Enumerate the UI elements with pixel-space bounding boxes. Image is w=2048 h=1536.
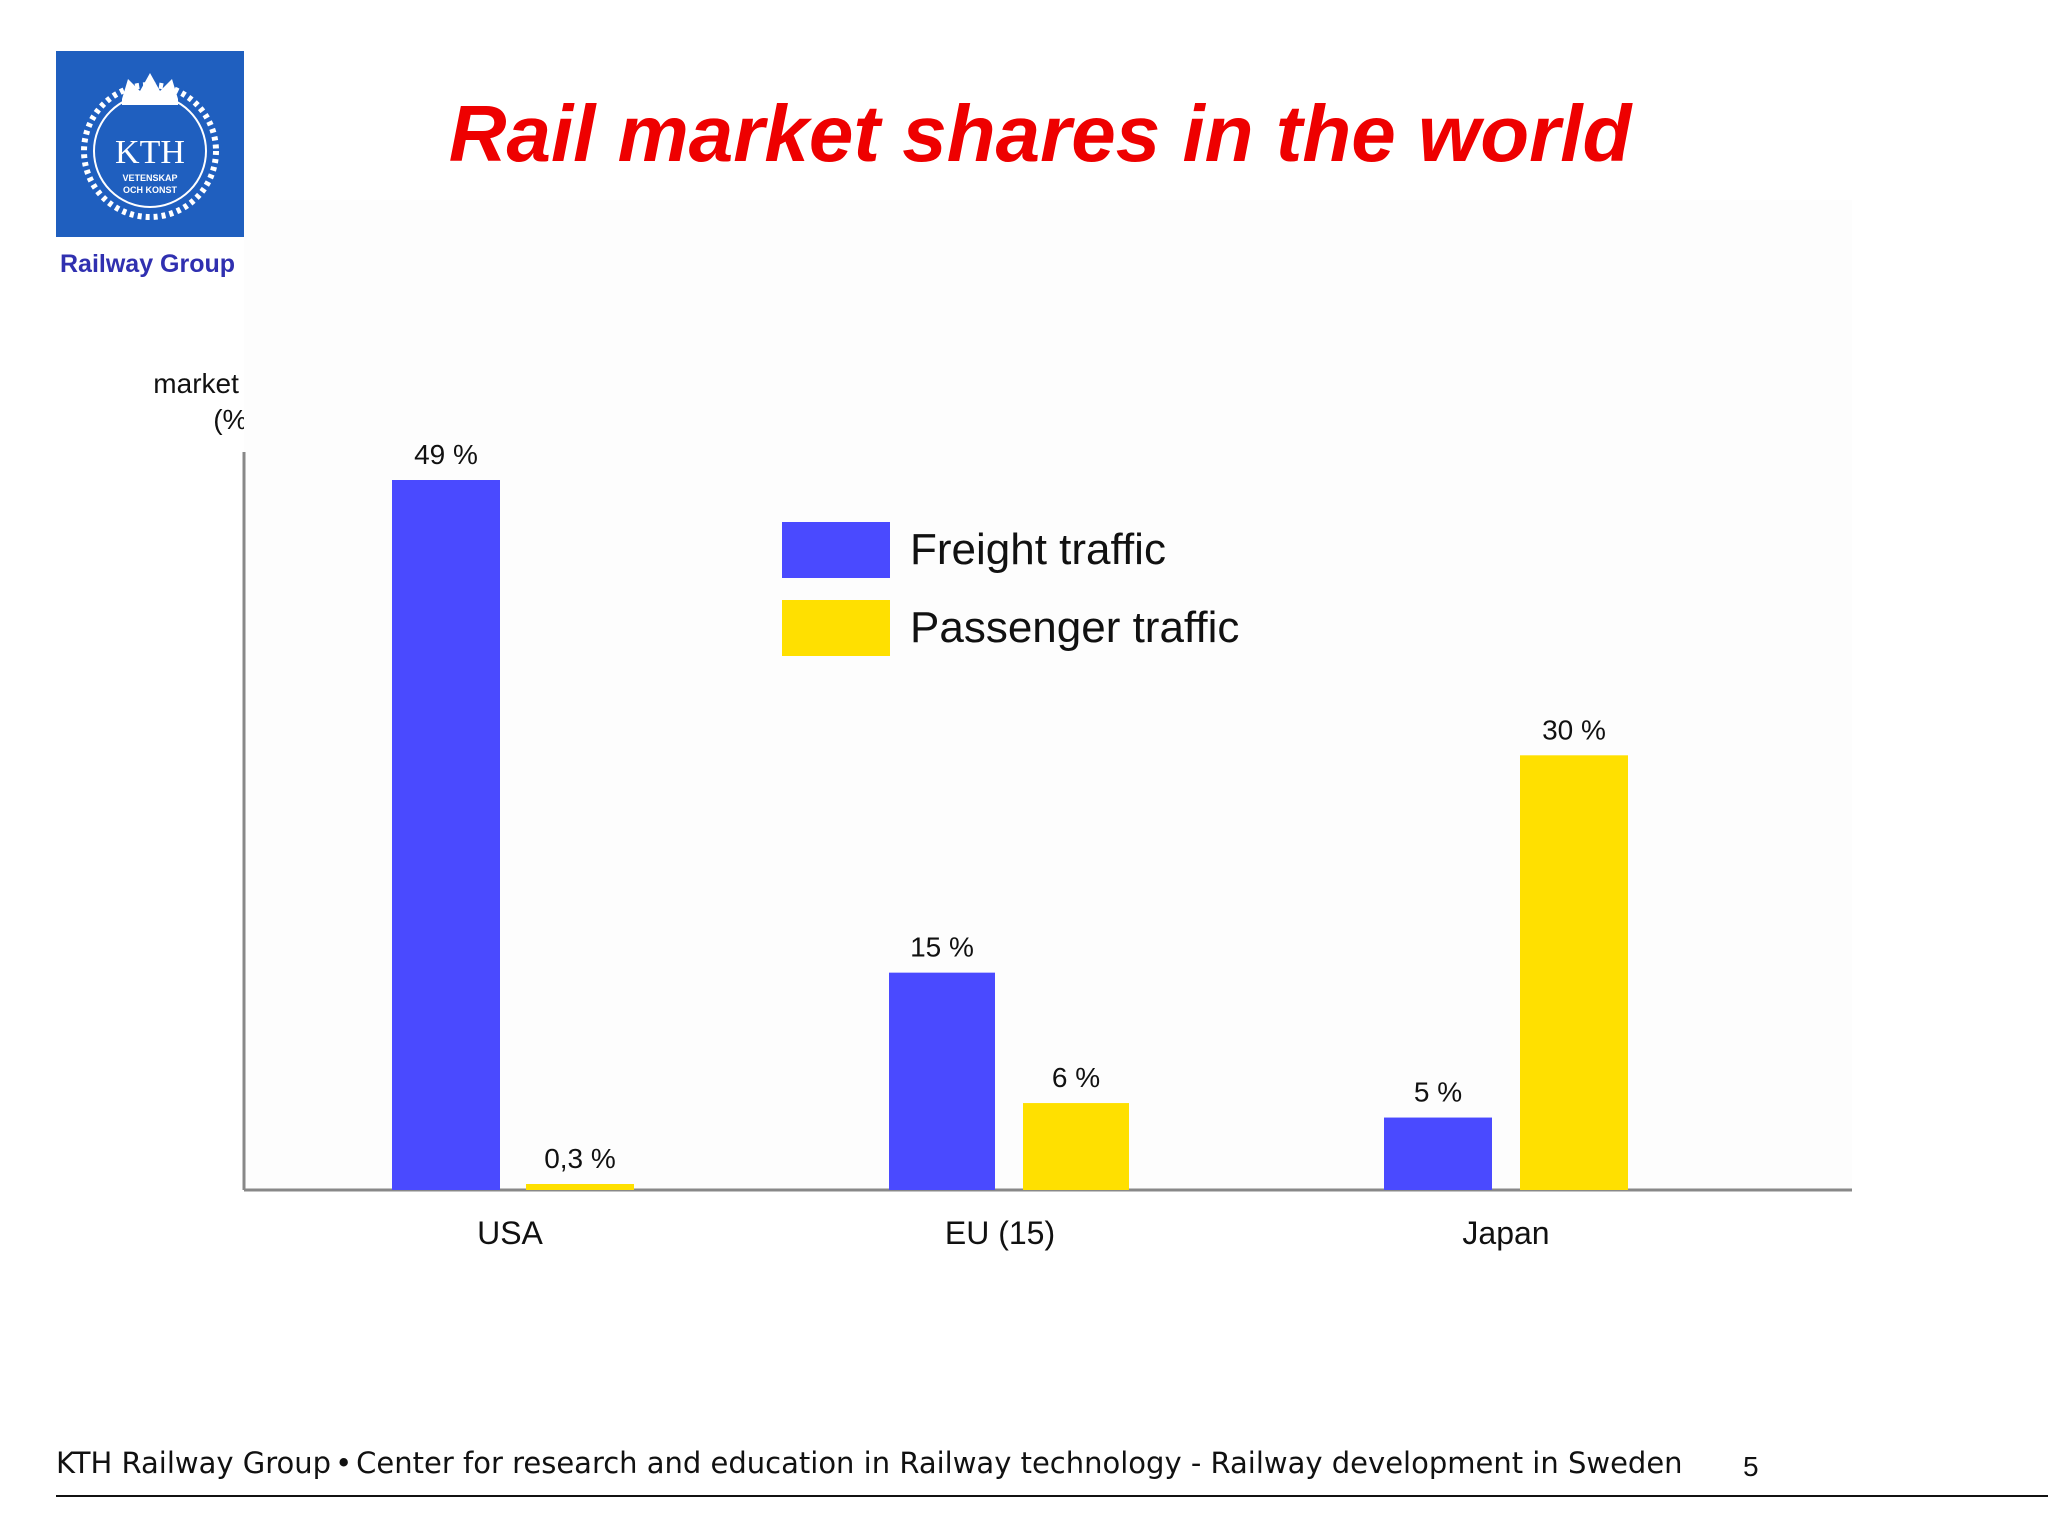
data-label-freight-traffic-usa: 49 % [414,439,478,470]
group-name: Railway Group [60,250,236,278]
x-tick-label-usa: USA [477,1215,543,1251]
logo-text: KTH [115,134,185,171]
logo-subtext-1: VETENSKAP [122,173,177,183]
bar-freight-traffic-eu-15- [889,972,995,1190]
kth-logo: KTH VETENSKAP OCH KONST [56,51,244,237]
page-number: 5 [1743,1451,1759,1482]
footer-text: KTH Railway Group • Center for research an… [56,1446,1683,1480]
footer-separator: • [335,1446,353,1480]
bar-chart: USA 49 % 0,3 % EU (15) 15 % 6 % Japan 5 % 30 % Fr… [242,439,1852,1251]
bar-passenger-traffic-eu-15- [1023,1103,1129,1190]
bar-freight-traffic-japan [1384,1117,1492,1190]
bar-passenger-traffic-japan [1520,755,1628,1190]
x-tick-label-japan: Japan [1462,1215,1549,1251]
page-title: Rail market shares in the world [448,89,1632,178]
data-label-passenger-traffic-eu-15-: 6 % [1052,1062,1100,1093]
data-label-freight-traffic-japan: 5 % [1414,1077,1462,1108]
legend-swatch-freight-traffic [782,522,890,578]
bar-passenger-traffic-usa [526,1184,634,1190]
legend-label-freight-traffic: Freight traffic [910,525,1166,574]
legend-label-passenger-traffic: Passenger traffic [910,603,1239,652]
footer-divider [56,1495,2048,1497]
bar-freight-traffic-usa [392,480,500,1190]
x-tick-label-eu-15-: EU (15) [945,1215,1055,1251]
data-label-passenger-traffic-japan: 30 % [1542,714,1606,745]
data-label-passenger-traffic-usa: 0,3 % [544,1143,616,1174]
legend-swatch-passenger-traffic [782,600,890,656]
logo-subtext-2: OCH KONST [123,185,178,195]
footer-text-right: Center for research and education in Rai… [356,1446,1683,1480]
data-label-freight-traffic-eu-15-: 15 % [910,932,974,963]
footer-text-left: KTH Railway Group [56,1446,332,1480]
